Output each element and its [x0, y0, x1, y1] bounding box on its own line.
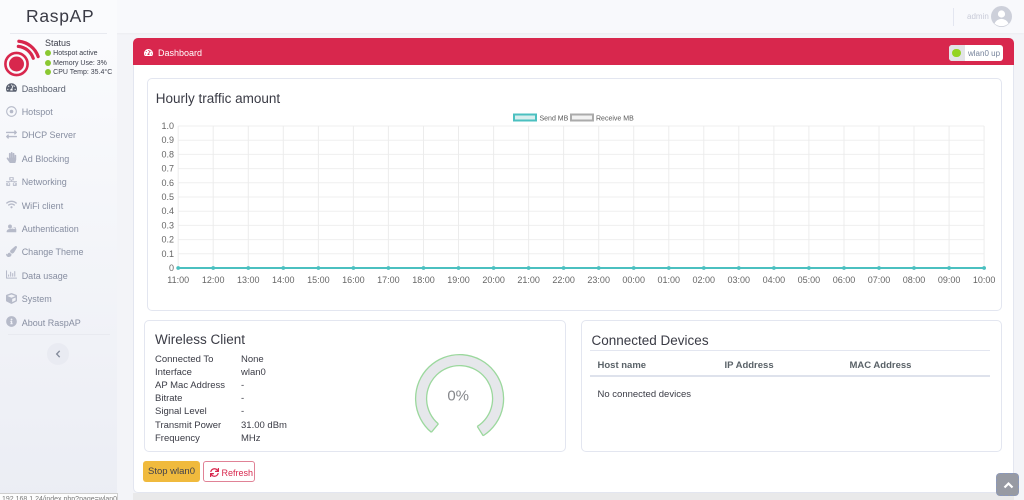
svg-text:0.3: 0.3 [161, 220, 174, 230]
svg-text:22:00: 22:00 [552, 275, 575, 285]
svg-text:0.6: 0.6 [161, 178, 174, 188]
svg-text:0.8: 0.8 [161, 149, 174, 159]
svg-text:14:00: 14:00 [272, 275, 295, 285]
svg-text:0.1: 0.1 [161, 249, 174, 259]
svg-text:17:00: 17:00 [377, 275, 400, 285]
svg-text:Receive MB: Receive MB [596, 116, 634, 123]
svg-text:20:00: 20:00 [482, 275, 505, 285]
svg-text:0.4: 0.4 [161, 206, 174, 216]
svg-text:02:00: 02:00 [693, 275, 716, 285]
svg-text:21:00: 21:00 [517, 275, 540, 285]
svg-text:0.5: 0.5 [161, 192, 174, 202]
svg-text:15:00: 15:00 [307, 275, 330, 285]
svg-text:03:00: 03:00 [728, 275, 751, 285]
svg-text:0.9: 0.9 [161, 135, 174, 145]
svg-text:0.7: 0.7 [161, 164, 174, 174]
svg-text:08:00: 08:00 [903, 275, 926, 285]
svg-text:10:00: 10:00 [973, 275, 996, 285]
svg-text:23:00: 23:00 [587, 275, 610, 285]
svg-text:13:00: 13:00 [237, 275, 260, 285]
svg-text:11:00: 11:00 [167, 275, 189, 285]
svg-text:0%: 0% [447, 388, 469, 405]
svg-text:04:00: 04:00 [763, 275, 786, 285]
svg-text:0: 0 [169, 263, 174, 273]
svg-text:09:00: 09:00 [938, 275, 961, 285]
svg-text:0.2: 0.2 [161, 235, 174, 245]
svg-text:16:00: 16:00 [342, 275, 365, 285]
svg-text:1.0: 1.0 [161, 121, 174, 131]
svg-text:12:00: 12:00 [202, 275, 225, 285]
svg-text:07:00: 07:00 [868, 275, 891, 285]
svg-text:06:00: 06:00 [833, 275, 856, 285]
svg-text:05:00: 05:00 [798, 275, 821, 285]
svg-text:18:00: 18:00 [412, 275, 435, 285]
svg-text:00:00: 00:00 [622, 275, 645, 285]
svg-text:01:00: 01:00 [658, 275, 681, 285]
svg-text:19:00: 19:00 [447, 275, 470, 285]
svg-text:Send MB: Send MB [540, 116, 569, 123]
